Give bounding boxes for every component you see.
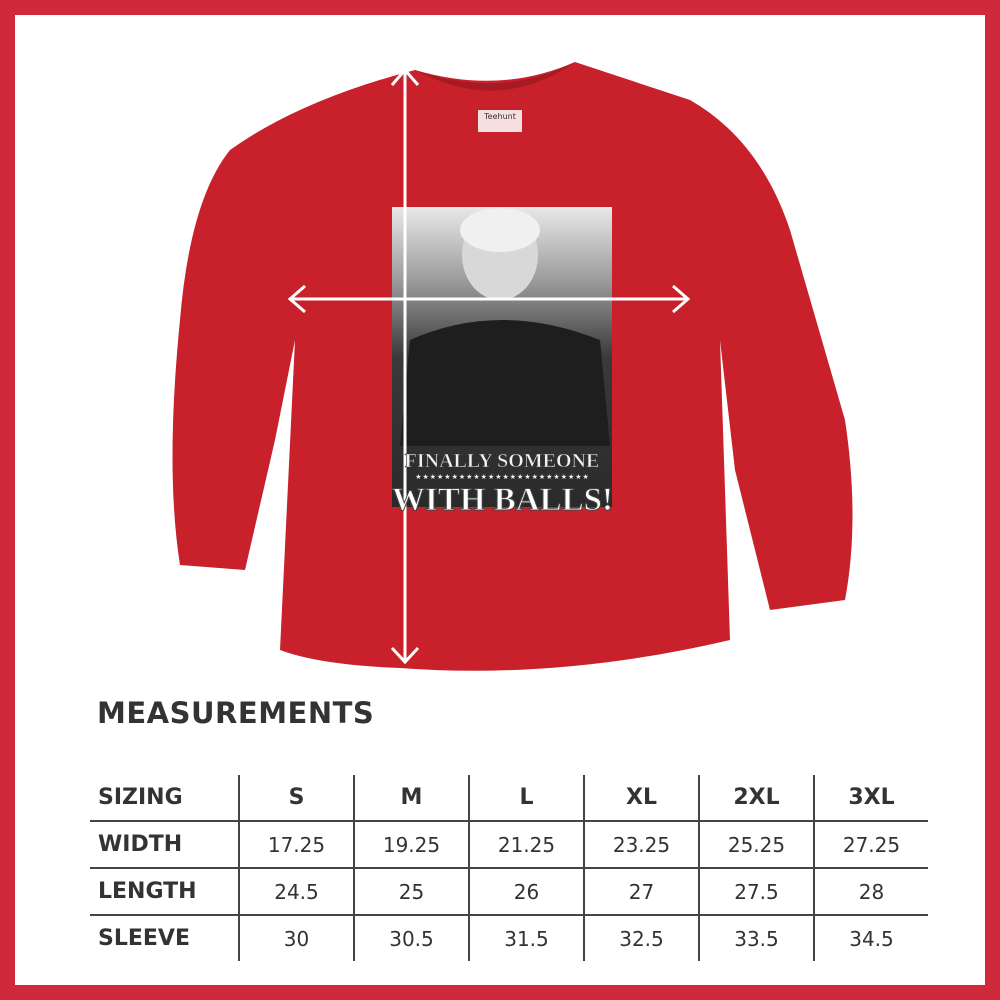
table-cell: 28: [813, 867, 928, 915]
table-cell: 27.25: [813, 820, 928, 868]
table-cell: 30: [238, 914, 354, 961]
row-label: LENGTH: [90, 867, 239, 915]
header-cell: SIZING: [98, 785, 183, 810]
table-cell: 34.5: [813, 914, 928, 961]
print-text-line1: FINALLY SOMEONE: [404, 450, 600, 472]
row-label: WIDTH: [90, 820, 239, 868]
header-cell: 2XL: [698, 775, 814, 821]
measurements-title: MEASUREMENTS: [97, 696, 375, 730]
shirt-label-brand: Teehunt: [484, 112, 516, 121]
table-cell: 27.5: [698, 867, 814, 915]
header-cell: L: [468, 775, 584, 821]
print-stars: ★★★★★★★★★★★★★★★★★★★★★★★★: [415, 473, 590, 481]
table-cell: 30.5: [353, 914, 469, 961]
table-cell: 31.5: [468, 914, 584, 961]
table-cell: 19.25: [353, 820, 469, 868]
table-row: SLEEVE 30 30.5 31.5 32.5 33.5 34.5: [90, 914, 928, 961]
length-arrow: [390, 67, 420, 665]
header-cell: S: [238, 775, 354, 821]
print-text-line2: WITH BALLS!: [392, 482, 614, 519]
table-header-row: SIZING S M L XL 2XL 3XL: [90, 775, 928, 821]
shirt-label: [478, 110, 522, 132]
table-cell: 25: [353, 867, 469, 915]
table-cell: 33.5: [698, 914, 814, 961]
table-cell: 32.5: [583, 914, 699, 961]
table-cell: 24.5: [238, 867, 354, 915]
width-arrow: [287, 284, 691, 314]
table-cell: 21.25: [468, 820, 584, 868]
table-row: WIDTH 17.25 19.25 21.25 23.25 25.25 27.2…: [90, 820, 928, 868]
row-label: SLEEVE: [90, 914, 239, 961]
table-cell: 23.25: [583, 820, 699, 868]
header-cell: M: [353, 775, 469, 821]
shirt-image: [172, 62, 853, 671]
size-chart: SIZING S M L XL 2XL 3XL WIDTH 17.25 19.2…: [90, 775, 928, 961]
table-cell: 27: [583, 867, 699, 915]
table-cell: 25.25: [698, 820, 814, 868]
header-cell: 3XL: [813, 775, 928, 821]
table-cell: 17.25: [238, 820, 354, 868]
table-row: LENGTH 24.5 25 26 27 27.5 28: [90, 867, 928, 915]
header-cell: XL: [583, 775, 699, 821]
table-cell: 26: [468, 867, 584, 915]
